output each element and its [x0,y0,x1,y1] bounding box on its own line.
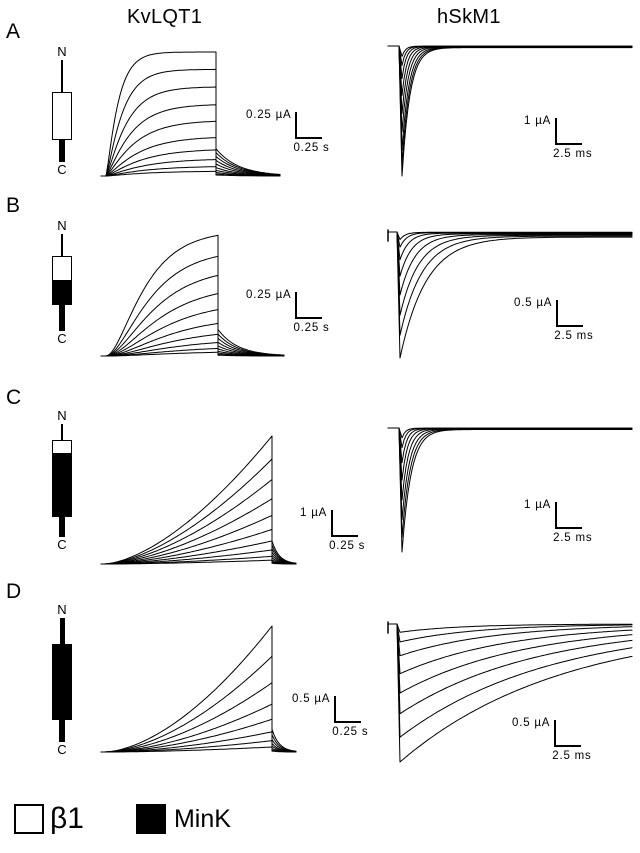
panel-label-C: C [6,386,22,409]
legend-label-mink: MinK [173,804,231,833]
scale-bar-icon [331,510,359,537]
construct-top-stalk-C [61,424,63,440]
panel-label-D: D [6,580,22,603]
scalebar-kvlqt1-C: 1 µA 0.25 s [300,507,366,552]
n-terminus-label: N [57,218,67,233]
hskm1-traces-A [387,45,633,177]
column-header-hskm1: hSkM1 [437,6,501,28]
construct-schematic-D: N C [48,602,76,758]
n-terminus-label: N [57,602,67,617]
scale-bar-icon [555,502,583,529]
legend: β1 MinK [14,802,231,836]
hskm1-traces-D [387,621,633,763]
time-scale-label: 2.5 ms [552,750,592,762]
time-scale-label: 0.25 s [332,726,369,738]
c-terminus-label: C [57,742,67,757]
time-scale-label: 2.5 ms [554,330,594,342]
legend-swatch-mink [135,804,166,834]
current-scale-label: 0.25 µA [246,289,292,301]
scalebar-hskm1-A: 1 µA 2.5 ms [524,115,593,160]
current-scale-label: 0.5 µA [514,297,553,309]
construct-bottom-stalk-B [59,304,65,331]
scale-bar-icon [295,292,323,319]
panel-label-A: A [6,20,21,43]
scalebar-hskm1-B: 0.5 µA 2.5 ms [514,297,594,342]
hskm1-traces-C [387,427,633,553]
time-scale-label: 0.25 s [293,322,330,334]
panel-label-B: B [6,194,21,217]
scale-bar-icon [334,696,362,723]
c-terminus-label: C [57,330,67,346]
current-scale-label: 0.25 µA [246,109,292,121]
kvlqt1-traces-B [100,234,285,357]
kvlqt1-traces-D [100,625,297,753]
current-scale-label: 1 µA [300,507,328,519]
scalebar-hskm1-D: 0.5 µA 2.5 ms [512,717,592,762]
c-terminus-label: C [57,162,67,177]
current-scale-label: 1 µA [524,499,552,511]
time-scale-label: 2.5 ms [553,148,593,160]
construct-top-stalk-D [59,618,65,644]
construct-top-stalk-B [61,234,63,256]
kvlqt1-traces-C [100,435,297,565]
construct-bottom-stalk-A [59,140,65,162]
current-scale-label: 1 µA [524,115,552,127]
scalebar-kvlqt1-B: 0.25 µA 0.25 s [246,289,330,334]
scale-bar-icon [554,720,582,747]
scalebar-kvlqt1-A: 0.25 µA 0.25 s [246,109,330,154]
construct-schematic-B: N C [48,218,76,347]
construct-bottom-stalk-C [59,516,65,537]
time-scale-label: 0.25 s [329,540,366,552]
scalebar-kvlqt1-D: 0.5 µA 0.25 s [292,693,369,738]
time-scale-label: 0.25 s [293,142,330,154]
scale-bar-icon [556,300,584,327]
construct-segments-C [52,440,72,517]
construct-schematic-C: N C [48,408,76,553]
construct-top-stalk-A [61,60,63,92]
scale-bar-icon [555,118,583,145]
construct-segments-B [52,256,72,305]
current-scale-label: 0.5 µA [292,693,331,705]
column-header-kvlqt1: KvLQT1 [127,6,203,28]
time-scale-label: 2.5 ms [553,532,593,544]
legend-label-beta1: β1 [50,802,84,835]
n-terminus-label: N [57,44,67,59]
construct-bottom-stalk-D [59,720,65,742]
kvlqt1-traces-A [100,51,281,177]
legend-swatch-beta1 [14,804,44,834]
scale-bar-icon [295,112,323,139]
current-scale-label: 0.5 µA [512,717,551,729]
c-terminus-label: C [57,536,67,552]
construct-segments-D [52,644,72,720]
hskm1-traces-B [387,229,633,359]
construct-segments-A [52,92,72,140]
n-terminus-label: N [57,408,67,423]
construct-schematic-A: N C [48,44,76,178]
scalebar-hskm1-C: 1 µA 2.5 ms [524,499,593,544]
